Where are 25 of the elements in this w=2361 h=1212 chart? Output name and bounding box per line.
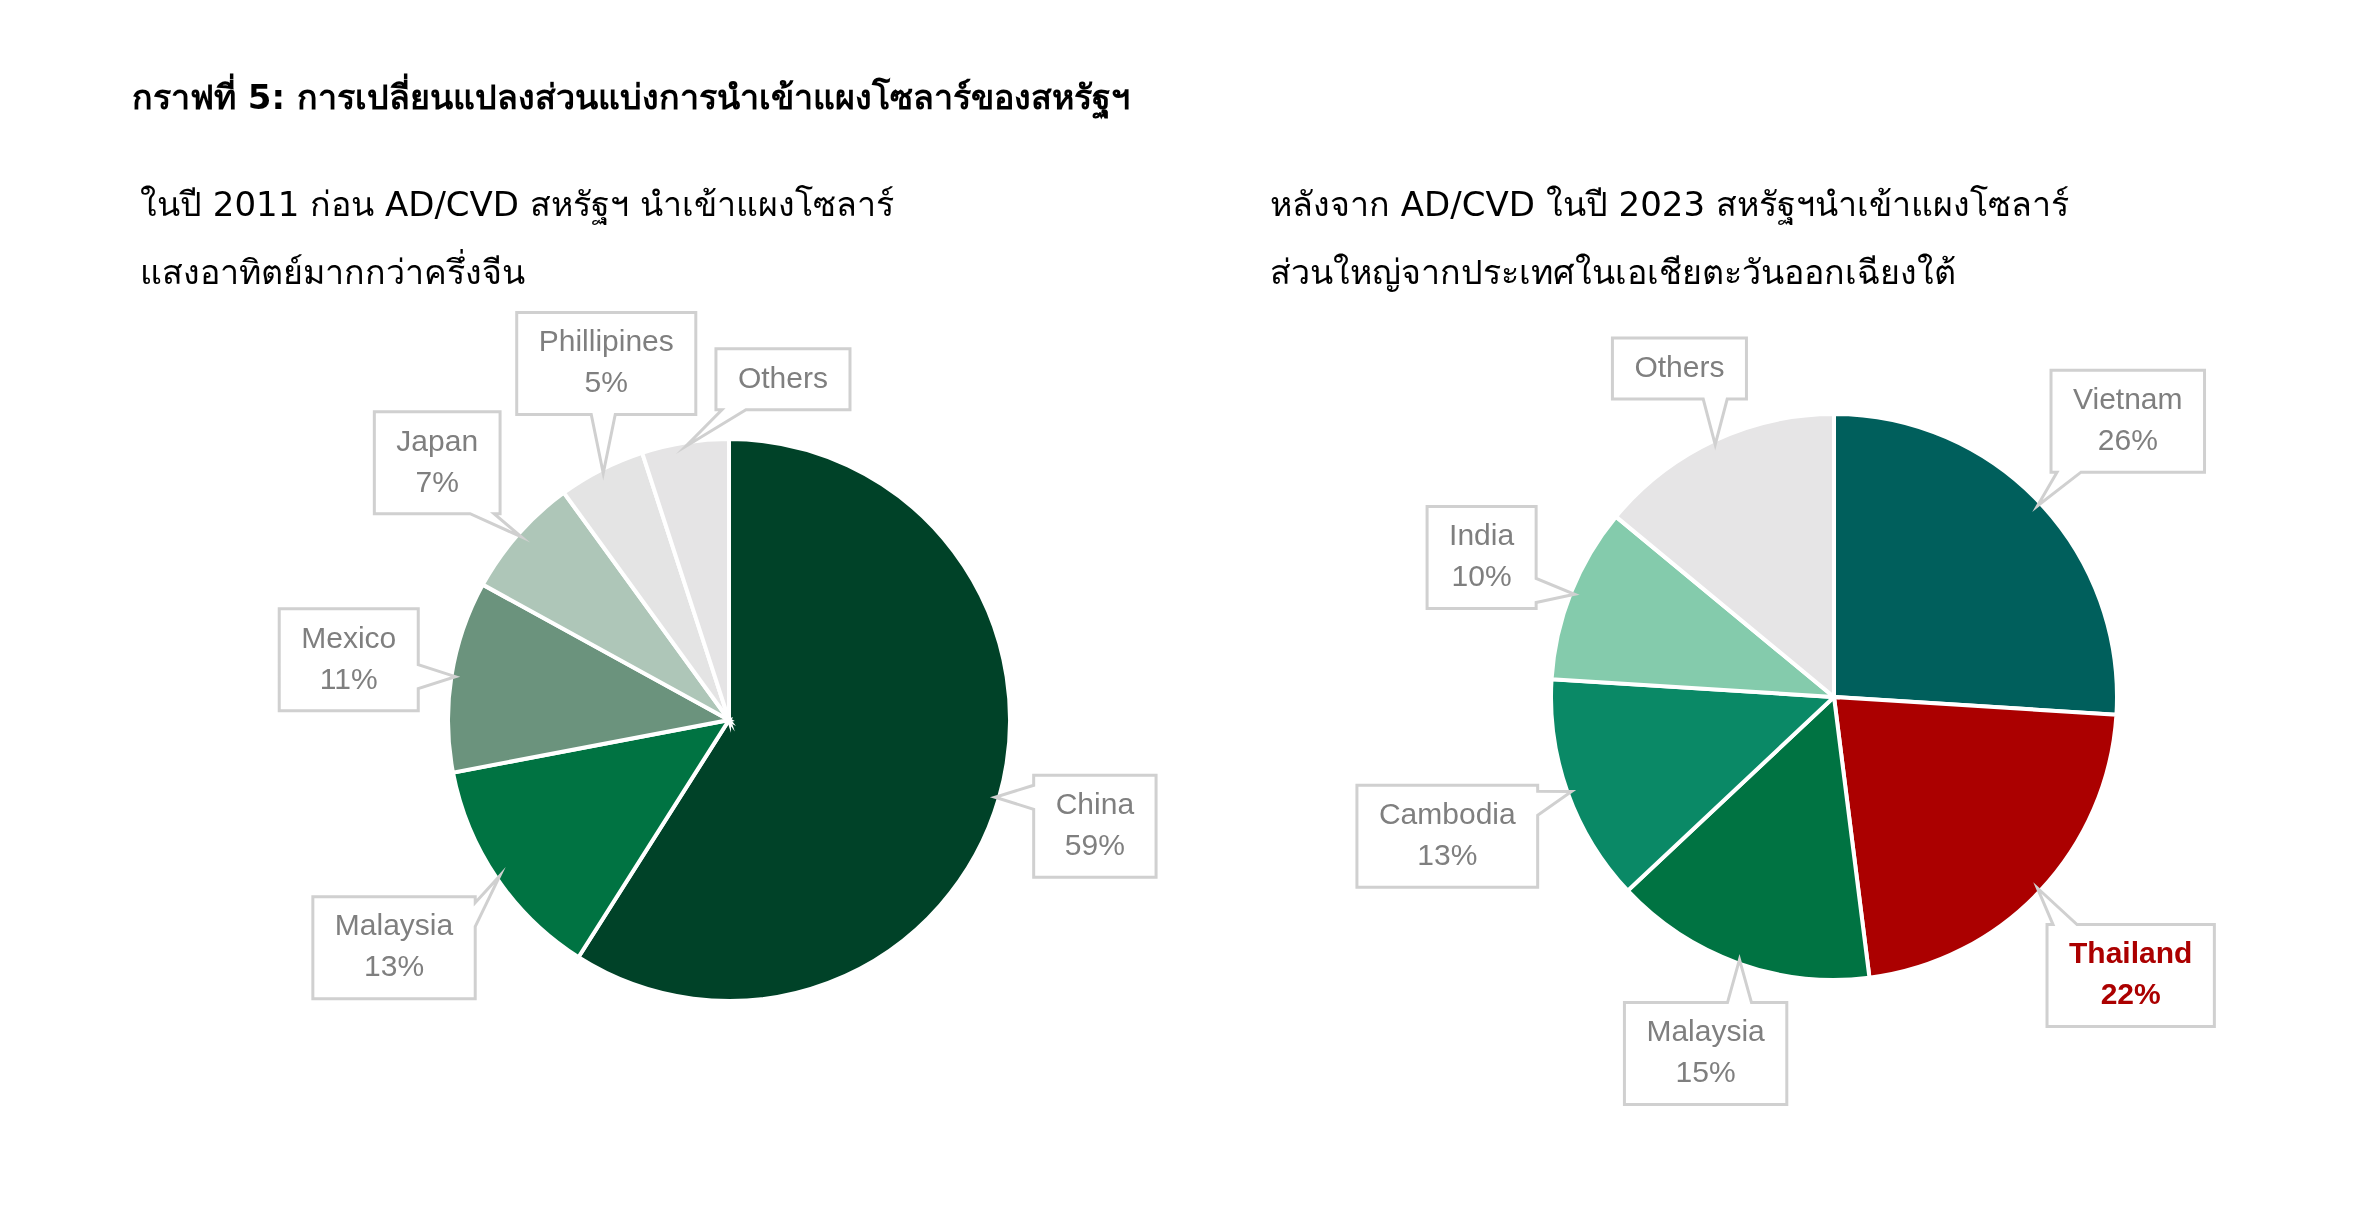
data-label: 15%: [1675, 1055, 1736, 1089]
slice-label: Others: [737, 360, 828, 394]
data-label: 11%: [319, 661, 378, 695]
data-label: 5%: [584, 365, 628, 399]
slice-label: Phillipines: [538, 324, 674, 358]
slice-label: Cambodia: [1378, 796, 1516, 830]
chart-title: กราฟที่ 5: การเปลี่ยนแปลงส่วนแบ่งการนำเข้าแผงโซลาร์ของสหรัฐฯ: [132, 72, 1130, 121]
data-label: 7%: [415, 464, 459, 498]
data-label: 10%: [1451, 559, 1512, 593]
slice-label: India: [1449, 518, 1515, 552]
data-label: 59%: [1064, 828, 1125, 862]
slice-label: Vietnam: [2073, 381, 2183, 415]
slice-label: Malaysia: [1646, 1014, 1766, 1048]
data-label: 13%: [364, 949, 425, 983]
data-label: 26%: [2097, 422, 2158, 456]
slice-label: China: [1055, 787, 1135, 821]
slice-label: Malaysia: [334, 908, 454, 942]
slice-label: Others: [1634, 349, 1725, 383]
chart-subtitle: ในปี 2011 ก่อน AD/CVD สหรัฐฯ นำเข้าแผงโซลาร์แสงอาทิตย์มากกว่าครึ่งจีน: [140, 183, 895, 294]
chart-subtitle: หลังจาก AD/CVD ในปี 2023 สหรัฐฯนำเข้าแผงโซลาร์ส่วนใหญ่จากประเทศในเอเชียตะวันออกเฉียงใต้: [1270, 183, 2070, 294]
data-label: 13%: [1417, 837, 1478, 871]
slice-label: Mexico: [301, 620, 397, 654]
slice-label: Thailand: [2069, 936, 2193, 970]
data-label: 22%: [2100, 977, 2161, 1011]
slice-label: Japan: [396, 423, 479, 457]
